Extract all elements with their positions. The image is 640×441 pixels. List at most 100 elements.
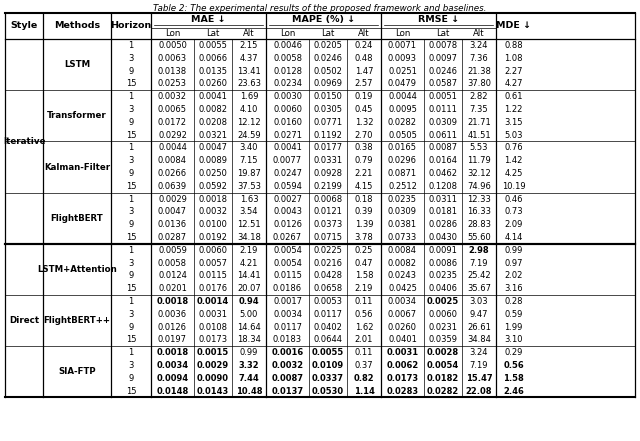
Text: 0.0164: 0.0164 (429, 156, 458, 165)
Text: 2.21: 2.21 (355, 169, 373, 178)
Text: 9: 9 (129, 67, 134, 75)
Text: 15: 15 (125, 182, 136, 191)
Text: 15: 15 (125, 335, 136, 344)
Text: 0.0093: 0.0093 (388, 54, 417, 63)
Text: 0.0059: 0.0059 (158, 246, 187, 255)
Text: 0.0077: 0.0077 (273, 156, 302, 165)
Text: 0.48: 0.48 (355, 54, 373, 63)
Text: 9: 9 (129, 169, 134, 178)
Text: 0.0428: 0.0428 (314, 271, 342, 280)
Text: 0.0062: 0.0062 (387, 361, 419, 370)
Text: 3.40: 3.40 (240, 143, 259, 152)
Text: LSTM+Attention: LSTM+Attention (37, 265, 117, 274)
Text: 1.58: 1.58 (503, 374, 524, 383)
Text: 0.0253: 0.0253 (158, 79, 187, 88)
Text: 0.0309: 0.0309 (388, 207, 417, 216)
Text: 1.62: 1.62 (355, 322, 373, 332)
Text: 1: 1 (129, 41, 134, 50)
Text: 0.0771: 0.0771 (314, 118, 342, 127)
Text: 0.0115: 0.0115 (273, 271, 302, 280)
Text: 4.27: 4.27 (504, 79, 523, 88)
Text: 0.0058: 0.0058 (273, 54, 302, 63)
Text: 0.0060: 0.0060 (198, 246, 227, 255)
Text: 15: 15 (125, 233, 136, 242)
Text: 0.0117: 0.0117 (273, 322, 302, 332)
Text: 3: 3 (128, 105, 134, 114)
Text: 0.0121: 0.0121 (314, 207, 342, 216)
Text: 28.83: 28.83 (467, 220, 491, 229)
Text: 0.0028: 0.0028 (427, 348, 459, 357)
Text: 0.0502: 0.0502 (314, 67, 342, 75)
Text: 3.24: 3.24 (470, 41, 488, 50)
Text: 0.0462: 0.0462 (429, 169, 458, 178)
Text: 0.0592: 0.0592 (198, 182, 227, 191)
Text: 1: 1 (129, 297, 134, 306)
Text: 1.14: 1.14 (353, 386, 374, 396)
Text: 0.0287: 0.0287 (158, 233, 187, 242)
Text: 0.0014: 0.0014 (197, 297, 229, 306)
Text: 0.0115: 0.0115 (198, 271, 227, 280)
Text: FlightBERT++: FlightBERT++ (44, 316, 111, 325)
Text: 0.0089: 0.0089 (198, 156, 227, 165)
Text: 0.0928: 0.0928 (314, 169, 342, 178)
Text: 0.0251: 0.0251 (388, 67, 417, 75)
Text: 0.0479: 0.0479 (388, 79, 417, 88)
Text: 5.00: 5.00 (240, 310, 258, 319)
Text: 0.0087: 0.0087 (428, 143, 458, 152)
Text: 11.79: 11.79 (467, 156, 491, 165)
Text: 0.0225: 0.0225 (314, 246, 342, 255)
Text: 1.69: 1.69 (240, 92, 259, 101)
Text: 0.0260: 0.0260 (198, 79, 227, 88)
Text: 3: 3 (128, 310, 134, 319)
Text: 0.0065: 0.0065 (158, 105, 187, 114)
Text: 0.0029: 0.0029 (197, 361, 229, 370)
Text: 14.41: 14.41 (237, 271, 261, 280)
Text: 0.0247: 0.0247 (273, 169, 302, 178)
Text: Lon: Lon (165, 29, 180, 38)
Text: 0.0639: 0.0639 (158, 182, 187, 191)
Text: 0.0095: 0.0095 (388, 105, 417, 114)
Text: 15: 15 (125, 79, 136, 88)
Text: 3.24: 3.24 (470, 348, 488, 357)
Text: 15.47: 15.47 (466, 374, 492, 383)
Text: 0.99: 0.99 (240, 348, 258, 357)
Text: 0.94: 0.94 (239, 297, 259, 306)
Text: 37.53: 37.53 (237, 182, 261, 191)
Text: 0.0050: 0.0050 (158, 41, 187, 50)
Text: 10.48: 10.48 (236, 386, 262, 396)
Text: 0.0067: 0.0067 (388, 310, 417, 319)
Text: 0.0243: 0.0243 (388, 271, 417, 280)
Text: 0.0292: 0.0292 (158, 131, 187, 139)
Text: 0.0017: 0.0017 (273, 297, 302, 306)
Text: 0.0053: 0.0053 (314, 297, 342, 306)
Text: 3.03: 3.03 (470, 297, 488, 306)
Text: 4.15: 4.15 (355, 182, 373, 191)
Text: 0.0054: 0.0054 (273, 246, 302, 255)
Text: 0.0234: 0.0234 (273, 79, 302, 88)
Text: 0.0216: 0.0216 (314, 258, 342, 268)
Text: 0.0078: 0.0078 (428, 41, 458, 50)
Text: 0.0176: 0.0176 (198, 284, 228, 293)
Text: 41.51: 41.51 (467, 131, 491, 139)
Text: Iterative: Iterative (3, 137, 45, 146)
Text: 9.47: 9.47 (470, 310, 488, 319)
Text: 0.0430: 0.0430 (429, 233, 458, 242)
Text: 3.78: 3.78 (355, 233, 373, 242)
Text: 0.0034: 0.0034 (388, 297, 417, 306)
Text: 0.0090: 0.0090 (197, 374, 229, 383)
Text: 0.61: 0.61 (504, 92, 523, 101)
Text: 0.0172: 0.0172 (158, 118, 187, 127)
Text: 12.12: 12.12 (237, 118, 261, 127)
Text: 1.58: 1.58 (355, 271, 373, 280)
Text: 0.0060: 0.0060 (273, 105, 302, 114)
Text: 0.0071: 0.0071 (388, 41, 417, 50)
Text: 0.0030: 0.0030 (273, 92, 302, 101)
Text: 0.0041: 0.0041 (273, 143, 302, 152)
Text: Lon: Lon (395, 29, 410, 38)
Text: 0.0091: 0.0091 (429, 246, 458, 255)
Text: 14.64: 14.64 (237, 322, 261, 332)
Text: 0.0282: 0.0282 (427, 386, 459, 396)
Text: 1: 1 (129, 246, 134, 255)
Text: 74.96: 74.96 (467, 182, 491, 191)
Text: 2.19: 2.19 (240, 246, 258, 255)
